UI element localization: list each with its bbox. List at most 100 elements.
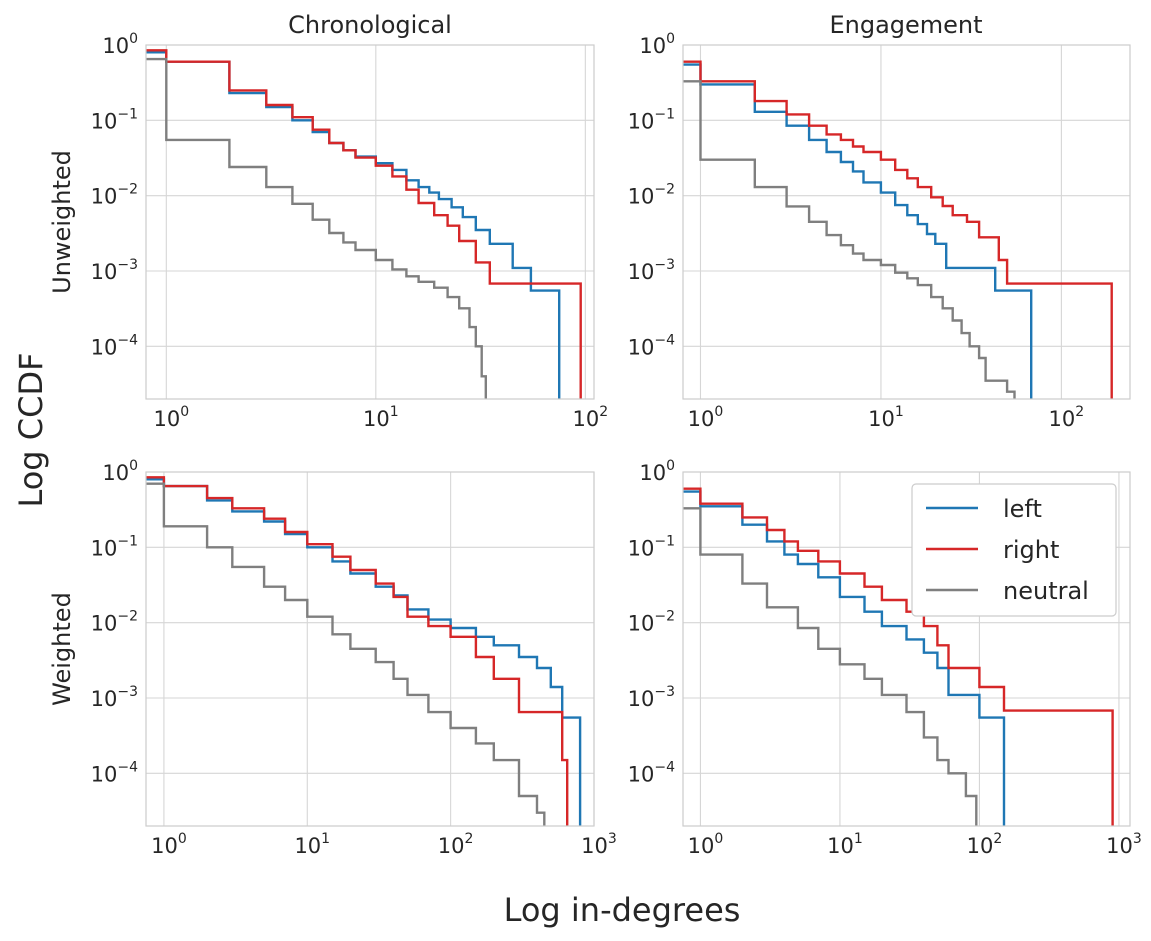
tick-exponent: −4 [117, 759, 138, 775]
y-tick-label: 10−2 [91, 182, 138, 209]
y-tick-label: 10−1 [91, 106, 138, 133]
tick-exponent: −4 [654, 332, 675, 348]
tick-base: 10 [967, 834, 994, 858]
y-axis-label: Log CCDF [12, 352, 50, 507]
tick-base: 10 [91, 335, 118, 359]
tick-exponent: −3 [654, 257, 675, 273]
y-tick-label: 10−4 [91, 759, 138, 786]
tick-base: 10 [628, 335, 655, 359]
tick-base: 10 [91, 612, 118, 636]
y-tick-label: 10−2 [628, 182, 675, 209]
series-line-right [683, 487, 1114, 826]
tick-exponent: 0 [666, 458, 675, 474]
tick-base: 10 [639, 461, 666, 485]
tick-exponent: 0 [178, 831, 187, 847]
tick-base: 10 [153, 407, 180, 431]
x-tick-label: 101 [868, 404, 904, 431]
tick-base: 10 [581, 834, 608, 858]
tick-base: 10 [868, 407, 895, 431]
series-line-left [146, 478, 582, 826]
series-line-left [683, 63, 1033, 399]
legend: left right neutral [911, 483, 1117, 617]
tick-exponent: 1 [895, 404, 904, 420]
tick-exponent: −3 [117, 257, 138, 273]
series-line-right [146, 476, 569, 826]
legend-label-neutral: neutral [1003, 577, 1089, 605]
tick-exponent: −1 [654, 533, 675, 549]
tick-exponent: 1 [390, 404, 399, 420]
tick-base: 10 [91, 762, 118, 786]
tick-exponent: −2 [117, 182, 138, 198]
tick-exponent: 2 [465, 831, 474, 847]
series-line-left [146, 51, 561, 399]
tick-exponent: 1 [321, 831, 330, 847]
x-tick-label: 102 [438, 831, 474, 858]
row-label-unweighted: Unweighted [48, 150, 76, 294]
x-tick-label: 100 [153, 404, 189, 431]
tick-base: 10 [1049, 407, 1076, 431]
legend-box [911, 483, 1117, 617]
tick-exponent: −4 [117, 332, 138, 348]
x-tick-label: 100 [688, 831, 724, 858]
tick-base: 10 [827, 834, 854, 858]
x-tick-label: 102 [1049, 404, 1085, 431]
tick-exponent: 2 [599, 404, 608, 420]
tick-base: 10 [628, 109, 655, 133]
tick-base: 10 [628, 612, 655, 636]
tick-base: 10 [628, 536, 655, 560]
legend-label-left: left [1003, 495, 1042, 523]
x-tick-label: 100 [688, 404, 724, 431]
tick-exponent: 2 [993, 831, 1002, 847]
y-tick-label: 10−4 [91, 332, 138, 359]
tick-exponent: 3 [608, 831, 617, 847]
plot-frame [145, 44, 595, 400]
x-tick-label: 101 [363, 404, 399, 431]
series-line-right [146, 49, 582, 399]
tick-base: 10 [151, 834, 178, 858]
plot-frame [145, 471, 595, 827]
series-line-neutral [146, 57, 487, 399]
y-tick-label: 100 [102, 31, 138, 58]
tick-base: 10 [102, 461, 129, 485]
tick-exponent: 0 [129, 31, 138, 47]
y-tick-label: 10−1 [91, 533, 138, 560]
row-label-weighted: Weighted [48, 592, 76, 706]
y-tick-label: 10−1 [628, 106, 675, 133]
tick-exponent: 0 [666, 31, 675, 47]
y-tick-label: 100 [102, 458, 138, 485]
tick-exponent: −1 [117, 533, 138, 549]
tick-exponent: 3 [1133, 831, 1142, 847]
tick-exponent: −3 [117, 684, 138, 700]
tick-base: 10 [628, 185, 655, 209]
tick-base: 10 [1106, 834, 1133, 858]
tick-exponent: 0 [714, 831, 723, 847]
x-tick-label: 103 [581, 831, 617, 858]
x-tick-label: 100 [151, 831, 187, 858]
tick-base: 10 [91, 536, 118, 560]
tick-base: 10 [688, 834, 715, 858]
x-tick-label: 101 [827, 831, 863, 858]
tick-exponent: −1 [654, 106, 675, 122]
tick-base: 10 [438, 834, 465, 858]
plot-frame [682, 44, 1131, 400]
tick-base: 10 [628, 762, 655, 786]
tick-exponent: −4 [654, 759, 675, 775]
col-title-chronological: Chronological [288, 11, 452, 39]
series-line-neutral [683, 80, 1016, 399]
x-tick-label: 101 [294, 831, 330, 858]
tick-base: 10 [572, 407, 599, 431]
x-tick-label: 102 [967, 831, 1003, 858]
series-line-neutral [683, 507, 978, 826]
y-tick-label: 10−2 [91, 609, 138, 636]
x-axis-label: Log in-degrees [504, 891, 741, 929]
y-tick-label: 100 [639, 458, 675, 485]
tick-exponent: 0 [129, 458, 138, 474]
tick-base: 10 [294, 834, 321, 858]
y-tick-label: 10−3 [628, 684, 675, 711]
x-tick-label: 102 [572, 404, 608, 431]
col-title-engagement: Engagement [829, 11, 982, 39]
tick-exponent: −2 [654, 182, 675, 198]
